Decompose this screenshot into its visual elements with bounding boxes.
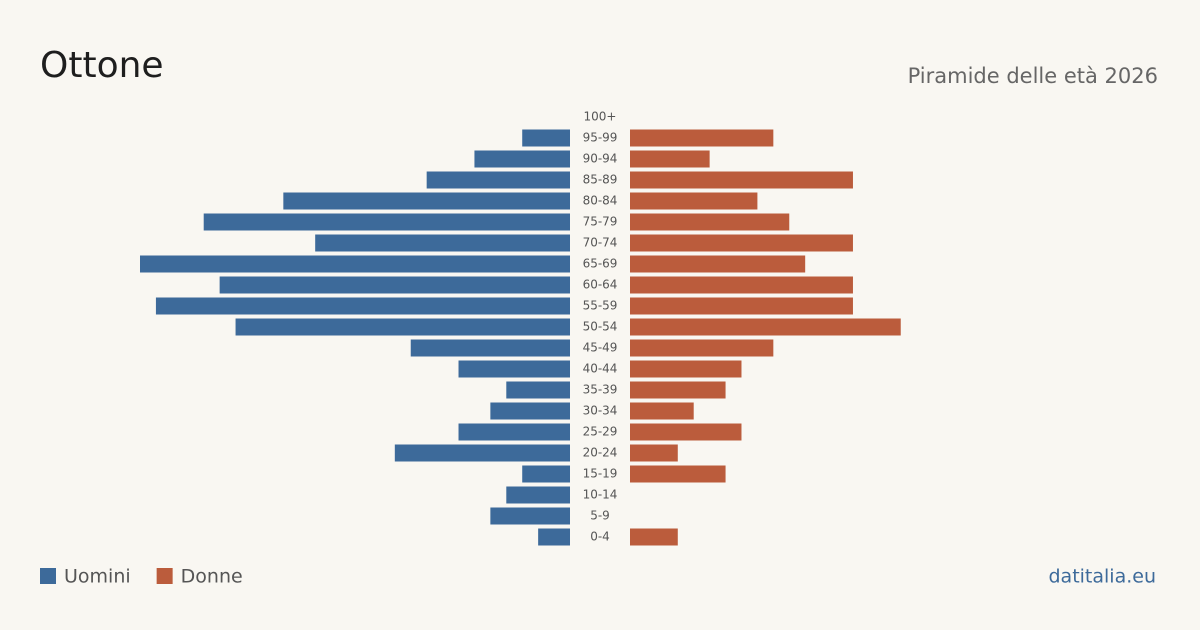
source-link[interactable]: datitalia.eu — [1049, 566, 1157, 588]
bar — [474, 150, 570, 168]
bar — [219, 276, 570, 294]
bar — [140, 255, 570, 273]
bar — [630, 318, 901, 336]
bar — [155, 297, 571, 315]
category-label: 45-49 — [583, 341, 618, 355]
bar — [630, 171, 853, 189]
category-label: 85-89 — [583, 173, 618, 187]
category-label: 40-44 — [583, 362, 618, 376]
bar — [522, 129, 570, 147]
bar — [630, 423, 742, 441]
category-label: 65-69 — [583, 257, 618, 271]
category-label: 50-54 — [583, 320, 618, 334]
legend-swatch — [40, 568, 56, 584]
category-label: 90-94 — [583, 152, 618, 166]
category-label: 30-34 — [583, 404, 618, 418]
bar — [426, 171, 570, 189]
category-label: 25-29 — [583, 425, 618, 439]
chart-title: Ottone — [40, 45, 164, 86]
bar — [522, 465, 570, 483]
bar — [490, 507, 570, 525]
category-label: 100+ — [584, 110, 617, 124]
bar — [630, 276, 853, 294]
bar — [630, 234, 853, 252]
chart-subtitle: Piramide delle età 2026 — [908, 64, 1158, 88]
bar — [315, 234, 570, 252]
legend-swatch — [156, 568, 173, 584]
bar — [630, 297, 853, 315]
bar — [630, 339, 774, 357]
bar — [235, 318, 571, 336]
bar — [630, 465, 726, 483]
legend-label: Uomini — [64, 566, 131, 588]
category-label: 15-19 — [583, 467, 618, 481]
bar — [458, 423, 570, 441]
bar — [506, 486, 570, 504]
bar — [283, 192, 570, 210]
category-label: 70-74 — [583, 236, 618, 250]
bar — [203, 213, 570, 231]
bar — [394, 444, 570, 462]
bar — [630, 213, 790, 231]
category-label: 55-59 — [583, 299, 618, 313]
category-label: 60-64 — [583, 278, 618, 292]
category-label: 35-39 — [583, 383, 618, 397]
category-label: 75-79 — [583, 215, 618, 229]
category-label: 95-99 — [583, 131, 618, 145]
bar — [630, 129, 774, 147]
bar — [630, 444, 678, 462]
bar — [630, 192, 758, 210]
bar — [630, 255, 806, 273]
category-label: 20-24 — [583, 446, 618, 460]
bar — [538, 528, 570, 546]
bar — [630, 150, 710, 168]
bar — [506, 381, 570, 399]
category-label: 80-84 — [583, 194, 618, 208]
legend-label: Donne — [181, 566, 243, 588]
bar — [630, 381, 726, 399]
bar — [630, 360, 742, 378]
category-label: 10-14 — [583, 488, 618, 502]
bar — [630, 402, 694, 420]
bar — [458, 360, 570, 378]
bar — [630, 528, 678, 546]
bar — [410, 339, 570, 357]
category-label: 5-9 — [590, 509, 610, 523]
category-label: 0-4 — [590, 530, 610, 544]
bar — [490, 402, 570, 420]
